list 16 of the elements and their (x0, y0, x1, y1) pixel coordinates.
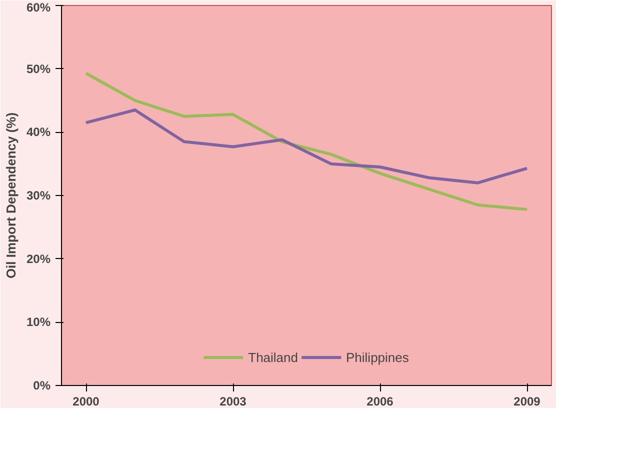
x-tick-label: 2006 (366, 394, 394, 408)
y-tick-label: 0% (33, 378, 51, 392)
y-tick-label: 50% (26, 62, 51, 76)
line-series (84, 108, 528, 184)
legend-label: Philippines (346, 350, 409, 364)
y-tick-label: 40% (26, 125, 51, 140)
y-tick-label: 30% (26, 188, 51, 202)
x-tick-label: 2009 (514, 394, 541, 408)
legend-label: Thailand (248, 350, 298, 364)
x-tick-label: 2003 (220, 394, 247, 408)
x-tick-label: 2000 (72, 394, 100, 408)
y-axis-title: Oil Import Dependency (%) (3, 112, 18, 279)
y-tick-label: 60% (26, 0, 51, 14)
y-tick-label: 20% (26, 252, 51, 266)
line-series (84, 72, 528, 211)
y-tick-label: 10% (26, 315, 51, 330)
